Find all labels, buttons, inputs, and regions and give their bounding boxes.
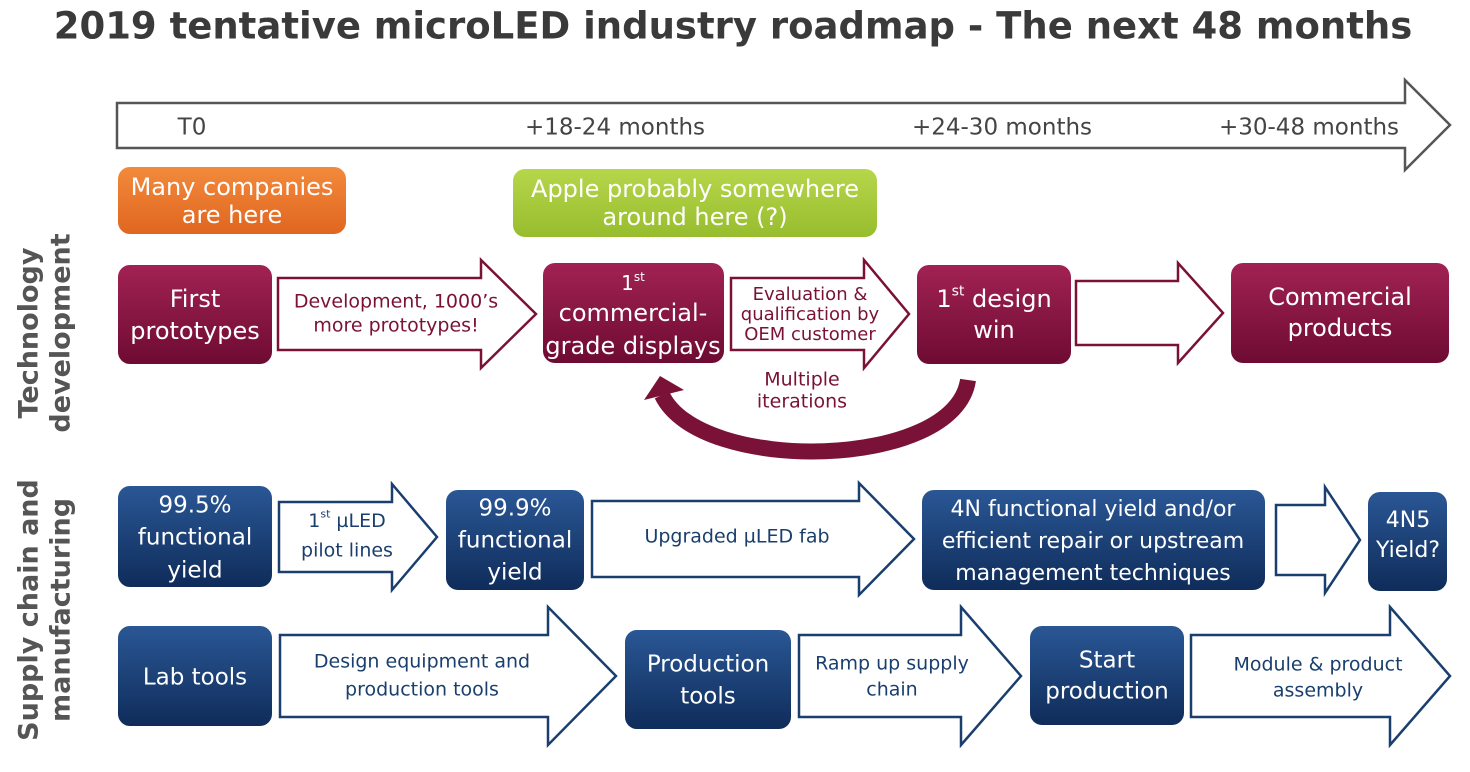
process-box: [917, 265, 1071, 364]
label-base: 1: [308, 510, 320, 532]
process-box: [1030, 626, 1184, 725]
title: 2019 tentative microLED industry roadmap…: [54, 5, 1413, 48]
label-line: 1st µLED: [308, 507, 386, 531]
loop-text: Multiple: [764, 369, 839, 391]
label-line: 1st: [621, 270, 645, 295]
callout: [513, 169, 877, 237]
flow-arrow: [277, 480, 439, 594]
section-label: Technology: [14, 247, 45, 418]
callout-text: Many companies: [131, 173, 334, 201]
box-text: 4N functional yield and/or: [951, 497, 1237, 522]
arrow-text: pilot lines: [301, 540, 393, 562]
flow-arrow: [729, 256, 911, 372]
label-sup: st: [320, 507, 331, 520]
label-base: 1: [936, 285, 951, 313]
process-box: [625, 630, 791, 729]
box-text: prototypes: [130, 317, 259, 345]
label-rest: design: [964, 285, 1051, 313]
flow-arrow: [1274, 482, 1362, 598]
box-text: yield: [167, 558, 222, 584]
arrow-text: Design equipment and: [314, 651, 530, 673]
box-text: functional: [138, 525, 252, 551]
label-sup: st: [634, 270, 645, 284]
label-rest: µLED: [330, 510, 385, 532]
process-box: [922, 490, 1265, 590]
process-box: [1231, 263, 1449, 363]
iteration-loop: [654, 378, 976, 460]
box-text: yield: [487, 560, 542, 586]
box-text: Lab tools: [143, 665, 247, 691]
timeline-arrow: [115, 76, 1452, 174]
label-sup: st: [952, 284, 965, 300]
box-text: products: [1288, 314, 1393, 342]
process-box: [118, 265, 272, 364]
box-text: management techniques: [955, 561, 1231, 586]
timeline-label: T0: [177, 115, 207, 141]
box-text: commercial-: [559, 299, 708, 327]
arrow-text: Module & product: [1233, 654, 1402, 676]
flow-arrow: [276, 257, 538, 371]
callout: [118, 167, 346, 234]
label-line: 1st design: [936, 284, 1051, 313]
arrow-text: Development, 1000’s: [294, 291, 498, 313]
section-label: development: [46, 233, 77, 432]
arrow-text: OEM customer: [744, 324, 876, 345]
box-text: Commercial: [1268, 283, 1412, 311]
box-text: functional: [458, 528, 572, 554]
arrow-text: Upgraded µLED fab: [644, 526, 829, 548]
callout-text: around here (?): [602, 203, 787, 231]
box-text: grade displays: [545, 332, 720, 360]
timeline-label: +30-48 months: [1219, 115, 1399, 141]
box-text: Start: [1079, 648, 1135, 674]
process-box: [118, 626, 272, 726]
iteration-arrowhead: [644, 376, 684, 400]
callout-text: Apple probably somewhere: [531, 175, 859, 203]
box-text: 99.9%: [478, 496, 551, 522]
arrow-text: chain: [866, 679, 917, 701]
process-box: [446, 490, 584, 590]
box-text: production: [1045, 679, 1169, 705]
flow-arrow: [590, 479, 916, 599]
loop-text: iterations: [757, 391, 847, 413]
arrow-text: more prototypes!: [313, 315, 478, 337]
arrow-text: assembly: [1273, 680, 1363, 702]
flow-arrow: [278, 603, 618, 749]
callout-text: are here: [182, 201, 283, 229]
timeline-label: +24-30 months: [912, 115, 1092, 141]
box-text: Production: [647, 652, 769, 678]
box-text: 4N5: [1386, 508, 1430, 533]
process-box: [543, 263, 724, 363]
box-text: First: [170, 285, 221, 313]
box-text: 99.5%: [158, 493, 231, 519]
box-text: efficient repair or upstream: [942, 529, 1244, 554]
label-base: 1: [621, 271, 634, 295]
process-box: [118, 486, 272, 587]
box-text: tools: [680, 684, 736, 710]
box-text: Yield?: [1375, 538, 1440, 563]
arrow-text: Evaluation &: [753, 284, 868, 305]
flow-arrow: [1189, 603, 1452, 749]
flow-arrow: [797, 603, 1023, 749]
arrow-text: Ramp up supply: [815, 653, 969, 675]
section-label: manufacturing: [46, 498, 77, 722]
timeline-label: +18-24 months: [525, 115, 705, 141]
section-label: Supply chain and: [14, 479, 45, 741]
box-text: win: [973, 316, 1015, 344]
process-box: [1368, 492, 1447, 591]
arrow-text: production tools: [345, 679, 499, 701]
flow-arrow: [1074, 259, 1225, 367]
arrow-text: qualification by: [741, 304, 880, 325]
